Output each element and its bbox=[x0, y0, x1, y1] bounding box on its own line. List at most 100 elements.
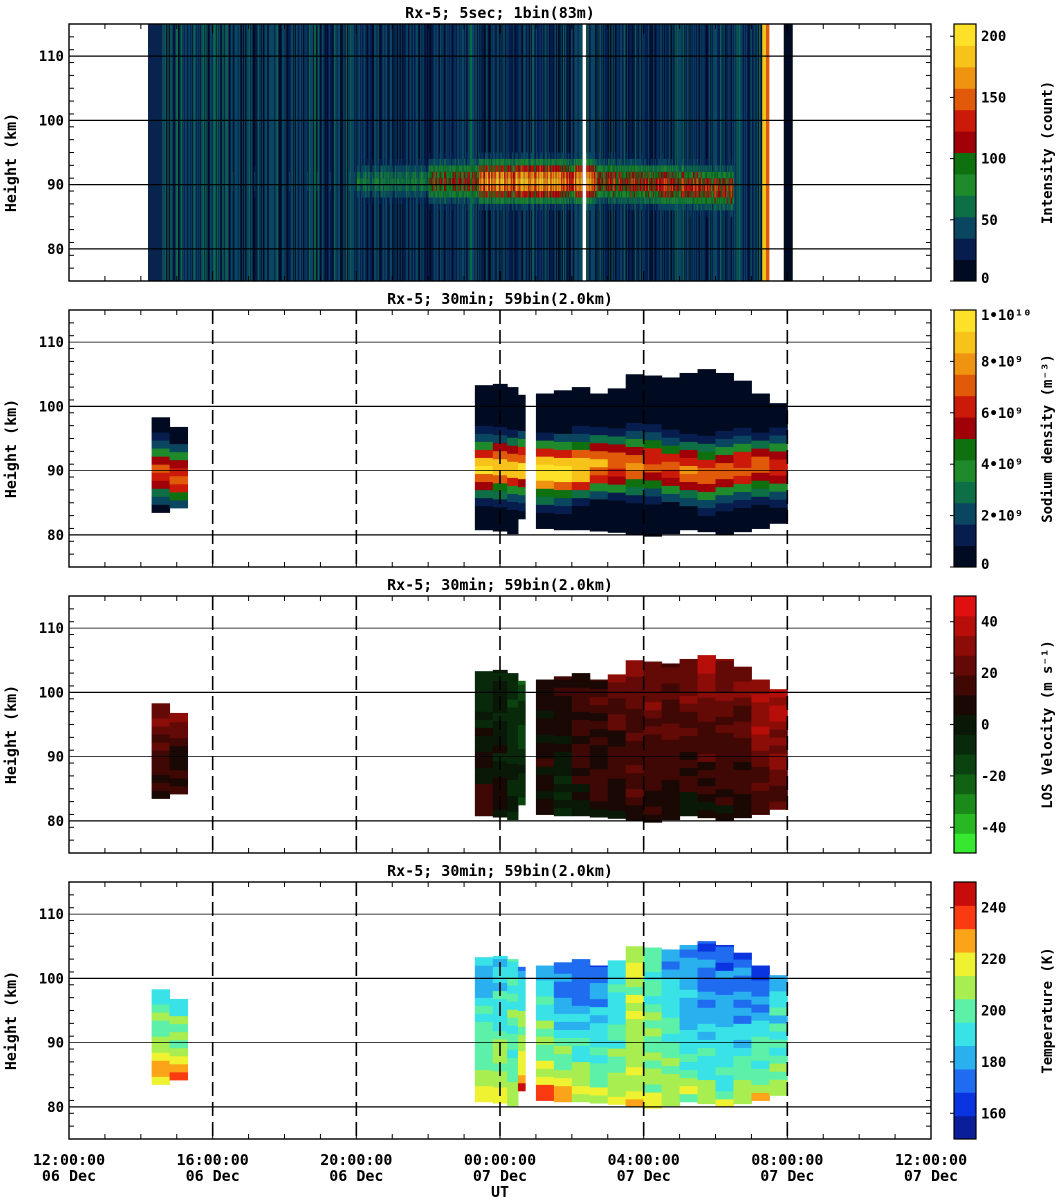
raw-cell bbox=[482, 203, 484, 211]
raw-cell bbox=[590, 197, 593, 204]
heatmap-cell bbox=[751, 432, 770, 441]
raw-cell bbox=[534, 197, 536, 204]
raw-cell bbox=[475, 178, 477, 185]
raw-cell bbox=[523, 165, 525, 172]
raw-strip bbox=[354, 24, 356, 281]
raw-strip bbox=[432, 24, 435, 281]
raw-cell bbox=[467, 165, 470, 172]
raw-cell bbox=[483, 203, 485, 211]
raw-cell bbox=[637, 203, 640, 211]
raw-cell bbox=[691, 191, 693, 198]
raw-cell bbox=[521, 184, 523, 192]
heatmap-cell bbox=[492, 482, 508, 492]
raw-strip bbox=[391, 24, 393, 281]
raw-cell bbox=[536, 158, 539, 166]
raw-cell bbox=[329, 178, 332, 185]
raw-strip bbox=[499, 24, 502, 281]
raw-strip bbox=[344, 24, 346, 281]
raw-strip bbox=[357, 24, 359, 281]
raw-cell bbox=[678, 191, 680, 198]
raw-cell bbox=[386, 178, 389, 185]
raw-strip bbox=[671, 24, 673, 281]
heatmap-cell bbox=[535, 758, 555, 767]
y-tick-label: 90 bbox=[47, 178, 64, 194]
raw-strip bbox=[269, 24, 272, 281]
heatmap-cell bbox=[643, 455, 663, 465]
raw-cell bbox=[614, 165, 616, 172]
raw-cell bbox=[379, 191, 381, 198]
raw-cell bbox=[407, 184, 410, 192]
heatmap-cell bbox=[643, 971, 663, 981]
heatmap-cell bbox=[571, 1093, 591, 1103]
raw-cell bbox=[484, 158, 487, 166]
raw-cell bbox=[598, 178, 601, 185]
raw-cell bbox=[418, 158, 420, 166]
raw-cell bbox=[714, 178, 717, 185]
raw-cell bbox=[592, 165, 594, 172]
raw-cell bbox=[559, 184, 561, 192]
raw-cell bbox=[683, 178, 685, 185]
heatmap-cell bbox=[661, 731, 681, 740]
raw-cell bbox=[690, 158, 692, 166]
raw-strip bbox=[606, 24, 608, 281]
heatmap-cell bbox=[769, 442, 788, 452]
raw-cell bbox=[530, 178, 532, 185]
raw-cell bbox=[552, 178, 555, 185]
colorbar-segment bbox=[954, 655, 976, 676]
raw-cell bbox=[660, 171, 663, 179]
heatmap-cell bbox=[517, 494, 526, 504]
heatmap-cell bbox=[553, 676, 573, 680]
raw-strip bbox=[278, 24, 281, 281]
raw-cell bbox=[386, 178, 388, 185]
heatmap-cell bbox=[535, 512, 555, 521]
raw-strip bbox=[448, 24, 451, 281]
raw-cell bbox=[634, 191, 637, 198]
raw-cell bbox=[446, 197, 449, 204]
heatmap-cell bbox=[507, 1033, 519, 1042]
heatmap-cell bbox=[507, 1025, 519, 1034]
raw-cell bbox=[594, 191, 596, 198]
raw-cell bbox=[445, 184, 448, 192]
heatmap-cell bbox=[661, 397, 681, 406]
heatmap-cell bbox=[535, 693, 555, 703]
raw-cell bbox=[526, 171, 529, 179]
raw-cell bbox=[667, 165, 669, 172]
raw-cell bbox=[660, 178, 663, 185]
raw-cell bbox=[628, 178, 631, 185]
raw-cell bbox=[730, 203, 732, 211]
heatmap-cell bbox=[517, 970, 526, 979]
raw-cell bbox=[492, 184, 495, 192]
raw-cell bbox=[592, 197, 594, 204]
raw-cell bbox=[548, 165, 550, 172]
heatmap-cell bbox=[553, 799, 573, 809]
raw-cell bbox=[368, 178, 371, 185]
raw-cell bbox=[404, 165, 406, 172]
raw-cell bbox=[618, 158, 620, 166]
heatmap-cell bbox=[697, 459, 716, 468]
raw-cell bbox=[451, 191, 453, 198]
raw-strip bbox=[377, 24, 379, 281]
raw-strip bbox=[173, 24, 176, 281]
raw-strip bbox=[412, 24, 414, 281]
raw-cell bbox=[671, 191, 673, 198]
raw-cell bbox=[527, 184, 529, 192]
heatmap-cell bbox=[751, 718, 770, 727]
raw-cell bbox=[691, 197, 693, 204]
raw-cell bbox=[521, 165, 523, 172]
raw-cell bbox=[409, 184, 411, 192]
raw-cell bbox=[688, 203, 691, 211]
raw-cell bbox=[391, 171, 393, 179]
raw-cell bbox=[493, 171, 496, 179]
raw-cell bbox=[667, 178, 670, 185]
raw-cell bbox=[690, 197, 692, 204]
raw-cell bbox=[453, 197, 456, 204]
raw-cell bbox=[608, 165, 610, 172]
raw-cell bbox=[650, 171, 653, 179]
raw-cell bbox=[429, 203, 431, 211]
raw-cell bbox=[620, 178, 622, 185]
raw-cell bbox=[458, 191, 461, 198]
heatmap-cell bbox=[661, 525, 681, 535]
raw-cell bbox=[588, 178, 590, 185]
raw-strip bbox=[236, 24, 239, 281]
raw-cell bbox=[661, 171, 664, 179]
